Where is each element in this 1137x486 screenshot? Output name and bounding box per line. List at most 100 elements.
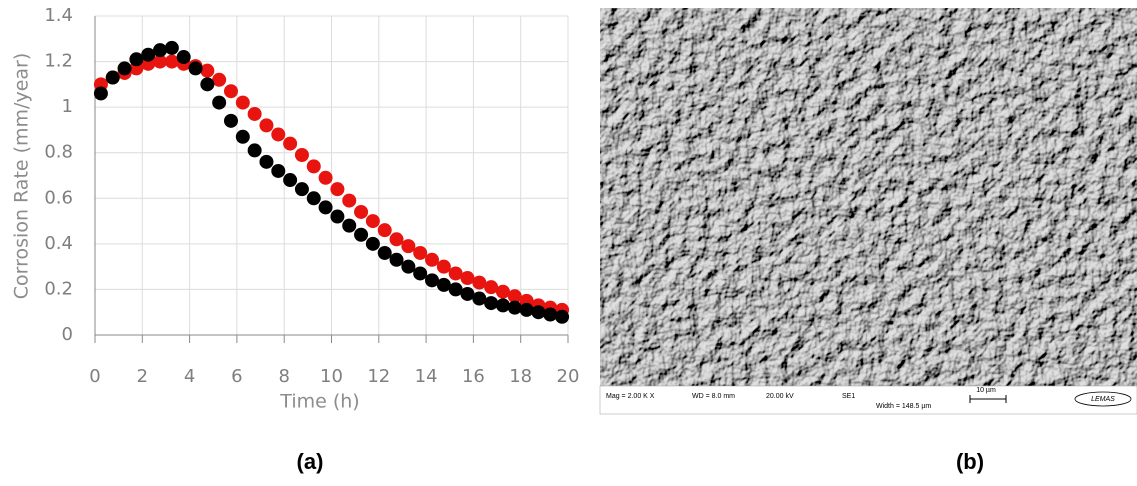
data-point [519, 302, 534, 317]
sem-mag: Mag = 2.00 K X [606, 393, 655, 400]
y-axis-title: Corrosion Rate (mm/year) [11, 53, 33, 300]
sem-info-bar [599, 385, 1137, 415]
data-point [448, 266, 463, 281]
sem-wd: WD = 8.0 mm [692, 393, 735, 400]
y-tick-label: 0.2 [44, 278, 73, 299]
data-point [401, 259, 416, 274]
data-point [105, 70, 120, 85]
data-point [436, 277, 451, 292]
chart-a: 0 0.2 0.4 0.6 0.8 1 1.2 1.4 0 2 4 6 8 10 12 14 16 18 20 [44, 5, 579, 387]
data-point [294, 147, 309, 162]
data-point [342, 218, 357, 233]
data-point [223, 84, 238, 99]
data-point [212, 72, 227, 87]
data-point [271, 127, 286, 142]
sem-texture [600, 8, 1137, 386]
data-point [413, 245, 428, 260]
sem-detector: SE1 [842, 393, 855, 400]
sem-scale-label: 10 µm [976, 387, 996, 394]
sem-kv: 20.00 kV [766, 393, 794, 400]
data-point [460, 286, 475, 301]
data-point [330, 209, 345, 224]
x-tick-label: 14 [415, 366, 438, 387]
data-point [271, 163, 286, 178]
data-point [223, 113, 238, 128]
sem-logo-outline [1074, 391, 1132, 407]
x-tick-label: 20 [557, 366, 580, 387]
x-tick-label: 2 [137, 366, 148, 387]
data-point [318, 170, 333, 185]
data-point [153, 54, 168, 69]
y-tick-label: 1.4 [44, 5, 73, 26]
data-point [176, 50, 191, 65]
data-point [93, 86, 108, 101]
data-point [543, 307, 558, 322]
data-point [389, 252, 404, 267]
data-point [389, 232, 404, 247]
data-point [413, 266, 428, 281]
data-point [354, 227, 369, 242]
sem-width: Width = 148.5 µm [876, 403, 931, 410]
data-point [448, 282, 463, 297]
data-point [212, 95, 227, 110]
data-point [318, 200, 333, 215]
data-point [306, 191, 321, 206]
x-tick-label: 0 [89, 366, 100, 387]
data-point [330, 182, 345, 197]
y-tick-label: 0.6 [44, 187, 73, 208]
sem-image: Mag = 2.00 K X WD = 8.0 mm 20.00 kV SE1 … [599, 8, 1137, 415]
data-point [141, 47, 156, 62]
data-point [495, 284, 510, 299]
x-tick-label: 12 [367, 366, 390, 387]
data-point [200, 63, 215, 78]
x-tick-label: 6 [231, 366, 242, 387]
data-point [164, 54, 179, 69]
data-point [188, 61, 203, 76]
data-point [472, 291, 487, 306]
data-point [377, 223, 392, 238]
y-tick-label: 1 [62, 96, 73, 117]
data-point [247, 106, 262, 121]
panel-label: (b) [956, 449, 984, 474]
data-point [495, 298, 510, 313]
data-point [200, 77, 215, 92]
data-point [365, 214, 380, 229]
x-tick-label: 18 [509, 366, 532, 387]
data-point [129, 52, 144, 67]
y-tick-label: 1.2 [44, 51, 73, 72]
data-point [425, 273, 440, 288]
data-point [377, 245, 392, 260]
panel-label: (a) [297, 449, 324, 474]
y-tick-label: 0.4 [44, 233, 73, 254]
data-point [460, 271, 475, 286]
data-point [259, 154, 274, 169]
data-point [235, 95, 250, 110]
data-point [283, 136, 298, 151]
data-point [247, 143, 262, 158]
data-point [235, 129, 250, 144]
data-point [436, 259, 451, 274]
x-tick-label: 4 [184, 366, 195, 387]
data-point [484, 280, 499, 295]
data-point [306, 159, 321, 174]
y-tick-label: 0 [62, 324, 73, 345]
data-point [294, 182, 309, 197]
data-point [472, 275, 487, 290]
sem-logo: LEMAS [1091, 396, 1115, 403]
data-point [153, 43, 168, 58]
data-point [425, 252, 440, 267]
x-axis-title: Time (h) [279, 391, 359, 413]
data-point [354, 204, 369, 219]
data-point [283, 173, 298, 188]
data-point [401, 239, 416, 254]
data-point [164, 40, 179, 55]
x-tick-label: 8 [278, 366, 289, 387]
data-point [365, 236, 380, 251]
data-point [507, 289, 522, 304]
data-point [342, 193, 357, 208]
data-point [531, 305, 546, 320]
data-point [555, 309, 570, 324]
y-tick-label: 0.8 [44, 142, 73, 163]
x-tick-label: 10 [320, 366, 343, 387]
